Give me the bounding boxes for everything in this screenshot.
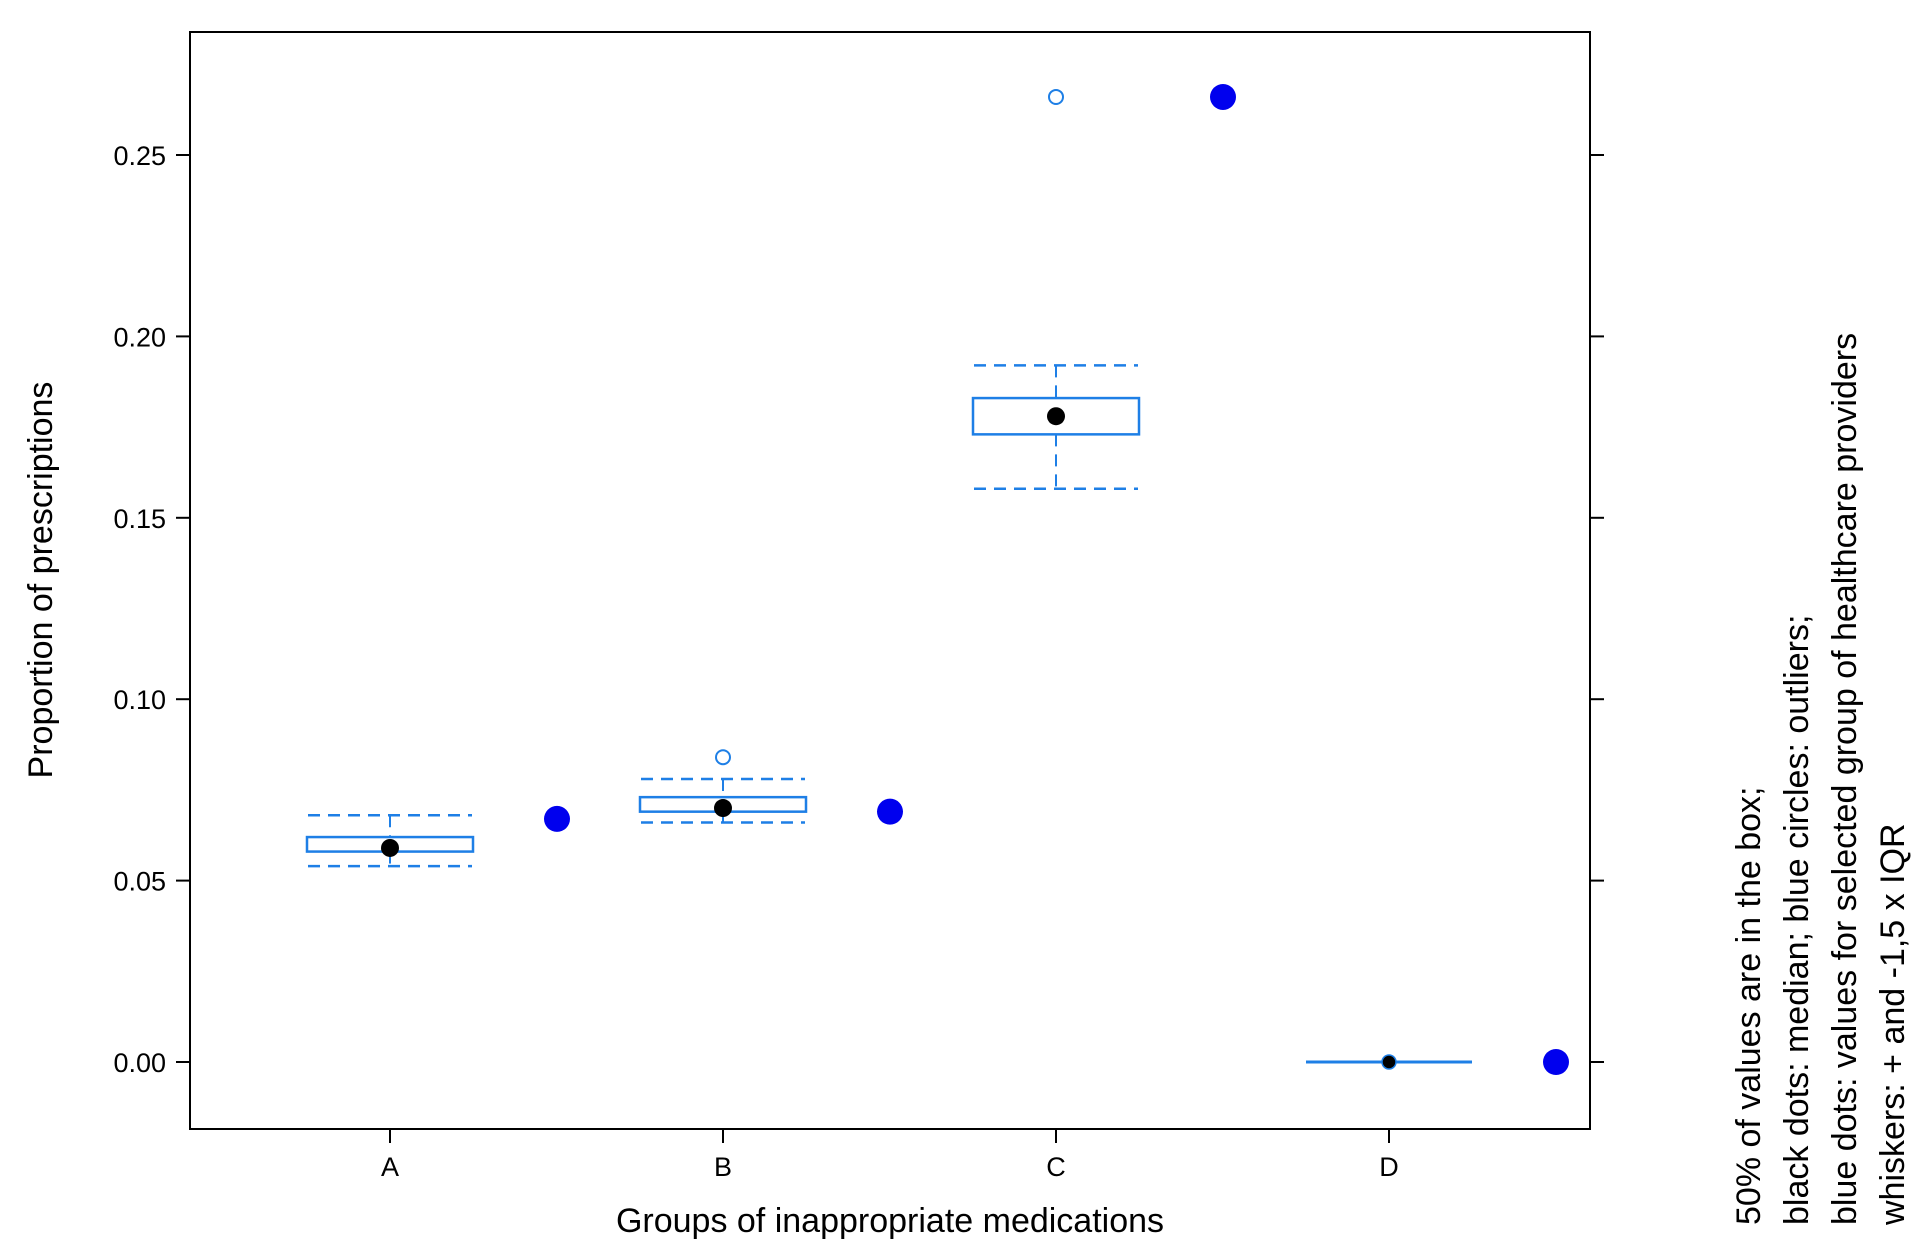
outlier-point <box>1048 88 1064 105</box>
y-tick-label: 0.25 <box>113 141 166 171</box>
y-tick-label: 0.10 <box>113 685 166 715</box>
median-point <box>1381 1054 1397 1070</box>
y-tick-label: 0.00 <box>113 1048 166 1078</box>
legend-line: whiskers: + and -1,5 x IQR <box>1874 823 1912 1226</box>
y-axis-label: Proportion of prescriptions <box>22 382 60 779</box>
selected-group-point <box>1210 83 1236 110</box>
legend-note: 50% of values are in the box; black dots:… <box>1730 333 1912 1226</box>
box-series <box>305 83 1569 1075</box>
selected-group-point <box>1543 1049 1569 1075</box>
median-point <box>381 838 399 857</box>
legend-line: black dots: median; blue circles: outlie… <box>1778 615 1816 1225</box>
legend-line: 50% of values are in the box; <box>1730 787 1768 1226</box>
y-tick-label: 0.20 <box>113 322 166 352</box>
x-tick-label: B <box>714 1152 732 1182</box>
median-point <box>1047 407 1065 426</box>
x-axis-label: Groups of inappropriate medications <box>616 1202 1164 1240</box>
selected-group-point <box>544 805 570 832</box>
y-tick-label: 0.05 <box>113 867 166 897</box>
x-tick-label: A <box>381 1152 399 1182</box>
y-axis: 0.00 0.05 0.10 0.15 0.20 0.25 <box>113 141 1604 1078</box>
x-tick-label: D <box>1379 1152 1399 1182</box>
x-axis: A B C D <box>381 1129 1399 1182</box>
outlier-point <box>715 749 731 766</box>
legend-line: blue dots: values for selected group of … <box>1826 333 1864 1225</box>
median-point <box>714 799 732 818</box>
y-tick-label: 0.15 <box>113 504 166 534</box>
box <box>971 396 1141 436</box>
x-tick-label: C <box>1046 1152 1066 1182</box>
selected-group-point <box>877 798 903 825</box>
plot-frame <box>189 31 1591 1130</box>
